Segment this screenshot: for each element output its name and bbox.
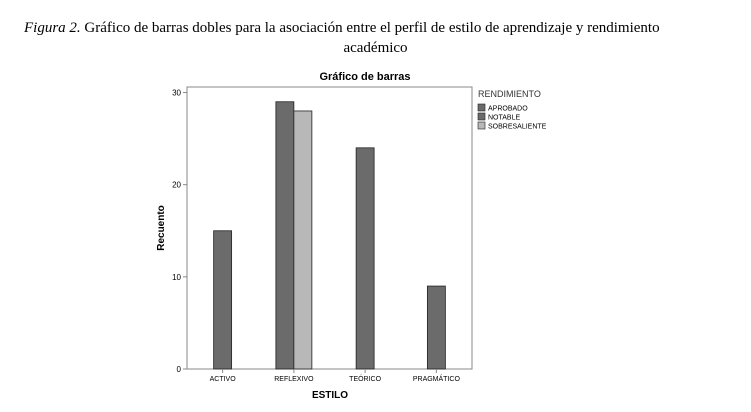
legend-swatch	[477, 103, 486, 112]
x-axis: ACTIVO REFLEXIVO TEÓRICO PRAGMÁTICO	[210, 369, 461, 383]
bar	[293, 110, 313, 370]
caption-line-2: académico	[343, 40, 408, 56]
y-tick-label: 10	[172, 273, 181, 282]
bar	[426, 285, 446, 370]
x-tick-label: PRAGMÁTICO	[413, 374, 461, 383]
x-tick-label: REFLEXIVO	[274, 376, 314, 383]
y-tick-label: 20	[172, 181, 181, 190]
y-axis-label: Recuento	[156, 205, 167, 251]
x-axis-label: ESTILO	[312, 390, 348, 401]
figure-label: Figura 2.	[24, 20, 81, 36]
y-tick-label: 30	[172, 89, 181, 98]
legend-title: RENDIMIENTO	[478, 89, 541, 99]
bar	[213, 230, 233, 370]
bar	[275, 101, 295, 370]
legend-item-label: SOBRESALIENTE	[488, 124, 547, 131]
y-tick-label: 0	[177, 365, 182, 374]
bar	[355, 147, 375, 370]
bars-group	[213, 101, 446, 370]
legend: RENDIMIENTO APROBADO NOTABLE SOBRESALIENTE	[477, 89, 547, 131]
x-tick-label: ACTIVO	[210, 376, 237, 383]
chart-title: Gráfico de barras	[319, 71, 410, 83]
plot-area-frame	[186, 86, 473, 370]
x-tick-label: TEÓRICO	[349, 374, 381, 383]
caption-line-1: Figura 2. Gráfico de barras dobles para …	[24, 19, 660, 38]
caption-text-1: Gráfico de barras dobles para la asociac…	[84, 20, 660, 36]
legend-item-label: APROBADO	[488, 106, 528, 113]
legend-swatch	[477, 112, 486, 121]
y-axis: 0 10 20 30	[172, 89, 187, 374]
legend-swatch	[477, 121, 486, 130]
legend-item-label: NOTABLE	[488, 115, 520, 122]
